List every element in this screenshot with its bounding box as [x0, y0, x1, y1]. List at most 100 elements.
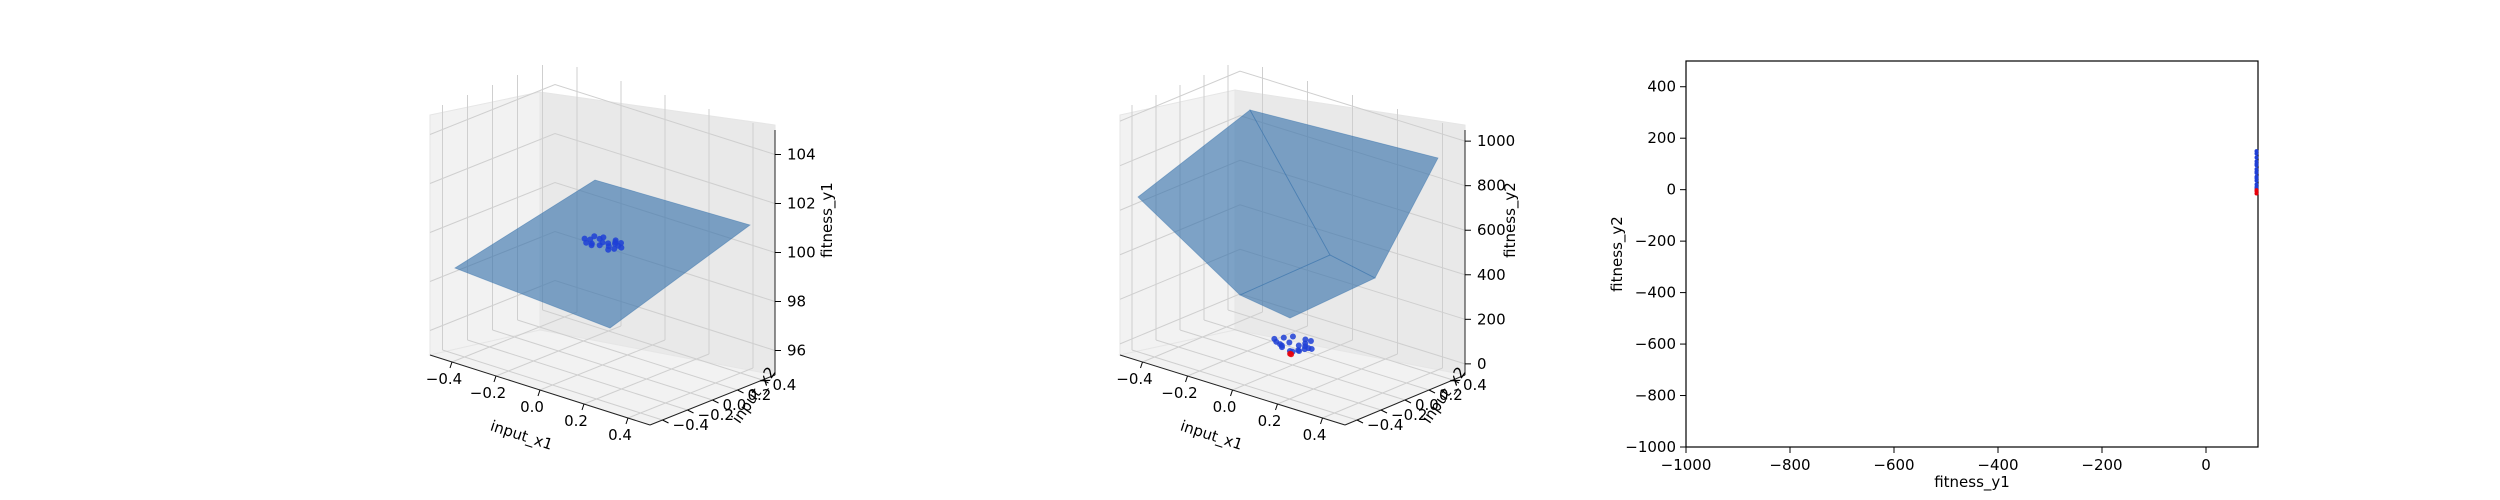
grid-line [627, 367, 754, 419]
x-tick-label: −600 [1873, 456, 1914, 474]
x-tick-mark [1320, 417, 1323, 425]
y-axis-ticks: −0.4−0.20.00.20.4 [662, 376, 797, 434]
z-axis-ticks: 0 200 400 600 800 1000 [1465, 132, 1515, 373]
grid-line [583, 353, 710, 405]
surface-plane [454, 179, 751, 329]
grid-line [1179, 329, 1406, 401]
grid-line [517, 319, 738, 391]
back-pane-left [429, 91, 541, 356]
grid-line [429, 132, 776, 204]
y-tick-label: 200 [1647, 129, 1676, 147]
x-axis-ticks: −0.4 −0.2 0.0 0.2 0.4 [426, 361, 632, 444]
x-tick-mark [1275, 403, 1278, 411]
y-tick-mark [1428, 389, 1436, 394]
y-tick-mark [687, 409, 694, 414]
grid-lines [429, 65, 776, 426]
x-tick-label: −1000 [1661, 456, 1712, 474]
data-point [618, 240, 624, 246]
y-tick-label: 0.4 [773, 376, 797, 394]
data-point [1308, 345, 1315, 352]
data-point [1307, 338, 1314, 344]
y-tick-label: 0.2 [748, 386, 772, 404]
z-tick-label: 96 [787, 342, 806, 360]
subplot-3-2d: −1000 −800 −600 −400 −200 0 −1000 −800 −600 −400… [1608, 60, 2259, 492]
grid-line [429, 83, 776, 155]
data-point [2254, 161, 2259, 166]
x-tick-mark [1185, 375, 1188, 383]
data-point [2254, 176, 2259, 181]
z-tick-label: 104 [787, 146, 816, 164]
y-tick-mark [712, 399, 719, 404]
grid-line [1277, 353, 1398, 405]
subplot-2-3d: −0.4−0.20.00.20.4 −0.4−0.20.00.20.4 0200… [1116, 65, 1520, 455]
x-axis-label: input_x1 [488, 417, 555, 455]
y-tick-label: −0.4 [673, 416, 709, 434]
y-tick-label: 0.0 [1415, 396, 1439, 414]
grid-line [492, 329, 713, 401]
data-point [581, 235, 588, 242]
x-tick-label: 0.0 [520, 398, 544, 416]
y-tick-label: 0 [1666, 181, 1676, 199]
data-point [588, 242, 595, 249]
x-tick-mark [1230, 389, 1233, 397]
data-point [1296, 347, 1303, 354]
y-tick-mark [662, 419, 669, 424]
z-tick-label: 0 [1477, 355, 1487, 373]
grid-line [1322, 367, 1443, 419]
plot-frame [1685, 60, 2259, 448]
grid-line [542, 309, 763, 381]
scatter-points [2254, 149, 2259, 196]
x-tick-label: −800 [1769, 456, 1810, 474]
y-tick-label: −800 [1635, 387, 1676, 405]
data-point [605, 246, 612, 253]
x-tick-label: −200 [2081, 456, 2122, 474]
data-point [1289, 333, 1296, 340]
x-tick-label: −0.2 [1161, 384, 1197, 402]
x-tick-label: 0.4 [1303, 426, 1327, 444]
data-point [591, 233, 598, 240]
grid-line [1203, 319, 1430, 391]
data-point [1271, 335, 1278, 342]
y-tick-mark [737, 389, 744, 394]
data-point [2254, 149, 2259, 154]
data-point [1295, 342, 1302, 349]
z-tick-label: 800 [1477, 177, 1506, 195]
grid-line [1119, 70, 1466, 142]
x-tick-label: −0.4 [1116, 370, 1152, 388]
y-tick-label: 0.0 [723, 396, 747, 414]
x-tick-label: −0.2 [470, 384, 506, 402]
x-axis-label: input_x1 [1178, 417, 1245, 455]
y-tick-label: −400 [1635, 284, 1676, 302]
y-tick-label: −0.2 [698, 406, 734, 424]
y-tick-label: −1000 [1625, 438, 1676, 456]
x-tick-mark [581, 403, 585, 411]
x-tick-label: 0.2 [564, 412, 588, 430]
y-tick-label: 400 [1647, 78, 1676, 96]
x-tick-label: −0.4 [426, 370, 462, 388]
y-tick-mark [1380, 409, 1388, 414]
surface-front-face [1239, 254, 1376, 319]
y-tick-mark [1452, 379, 1460, 384]
x-axis-label: fitness_y1 [1934, 473, 2010, 492]
subplot-1-3d: −0.4−0.20.00.20.4 −0.4−0.20.00.20.4 9698… [426, 65, 837, 455]
x-axis-ticks: −1000 −800 −600 −400 −200 0 [1661, 447, 2211, 474]
x-tick-mark [537, 389, 541, 397]
z-tick-label: 400 [1477, 266, 1506, 284]
data-point [1302, 336, 1309, 343]
y-tick-mark [1404, 399, 1412, 404]
x-tick-mark [449, 361, 453, 369]
x-axis-ticks: −0.4 −0.2 0.0 0.2 0.4 [1116, 361, 1327, 444]
data-point [2254, 185, 2259, 190]
y-tick-label: −0.2 [1391, 406, 1427, 424]
z-tick-label: 100 [787, 244, 816, 262]
x-tick-label: 0.4 [608, 426, 632, 444]
z-axis-label: fitness_y1 [818, 182, 837, 258]
data-point [1280, 334, 1287, 341]
x-tick-label: −400 [1977, 456, 2018, 474]
z-axis-label: fitness_y2 [1501, 182, 1520, 258]
x-tick-mark [493, 375, 497, 383]
data-point [1288, 351, 1295, 358]
x-tick-label: 0 [2201, 456, 2211, 474]
y-tick-label: −600 [1635, 335, 1676, 353]
